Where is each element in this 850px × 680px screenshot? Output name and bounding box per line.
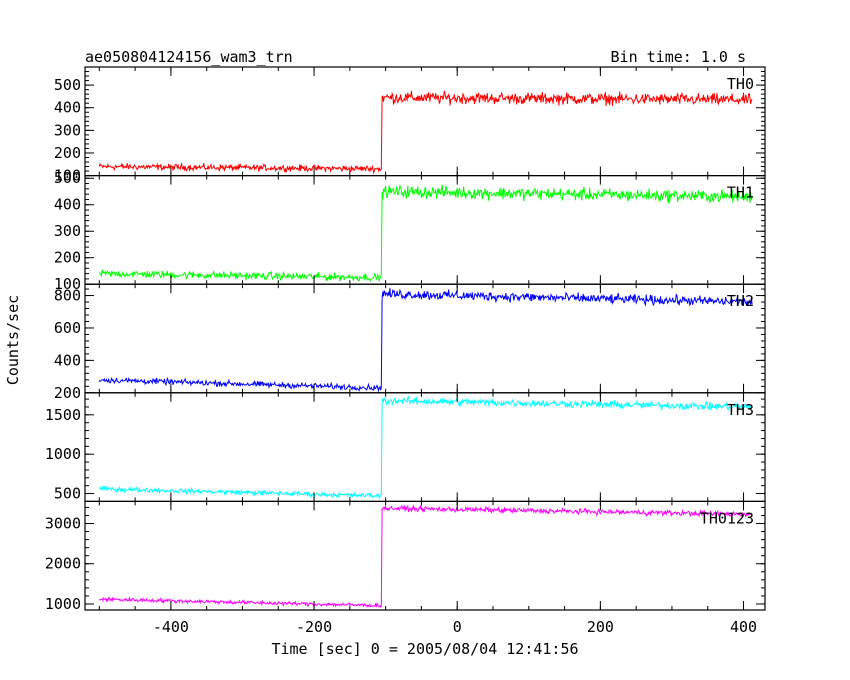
- panel-label-th0123: TH0123: [700, 509, 754, 527]
- y-axis-label: Counts/sec: [4, 295, 22, 385]
- panel-th0: 100 200 300 400 500 TH0: [54, 66, 766, 185]
- y-tick-label: 200: [54, 249, 81, 267]
- series-line-th1: [98, 184, 753, 282]
- panel-label-th2: TH2: [727, 292, 754, 310]
- x-tick-label: 200: [587, 618, 614, 636]
- chart-title: ae050804124156_wam3_trn: [85, 48, 293, 66]
- panel-frame: [84, 66, 766, 177]
- y-tick-label: 500: [54, 485, 81, 503]
- y-tick-label: 100: [54, 167, 81, 185]
- x-tick-label: -400: [153, 618, 189, 636]
- panel-label-th3: TH3: [727, 401, 754, 419]
- panel-label-th0: TH0: [727, 75, 754, 93]
- y-tick-label: 400: [54, 99, 81, 117]
- y-tick-label: 400: [54, 196, 81, 214]
- y-tick-label: 1000: [45, 595, 81, 613]
- series-line-th0: [98, 90, 753, 175]
- y-tick-label: 200: [54, 384, 81, 402]
- y-tick-label: 400: [54, 351, 81, 369]
- panel-th1: 100 200 300 400 500 TH1: [54, 169, 766, 293]
- x-tick-label: 400: [730, 618, 757, 636]
- x-axis-label: Time [sec] 0 = 2005/08/04 12:41:56: [271, 640, 578, 658]
- panel-th2: 200 400 600 800 TH2: [54, 283, 766, 402]
- y-tick-label: 800: [54, 287, 81, 305]
- x-tick-label: -200: [296, 618, 332, 636]
- panel-th0123: 1000 2000 3000 TH0123: [45, 500, 766, 613]
- y-tick-label: 500: [54, 76, 81, 94]
- y-tick-label: 600: [54, 319, 81, 337]
- x-tick-label: 0: [453, 618, 462, 636]
- y-tick-label: 300: [54, 121, 81, 139]
- panels-group: 100 200 300 400 500 TH0 100 200 300 400 500 TH1 200 4…: [45, 66, 766, 613]
- y-tick-label: 500: [54, 169, 81, 187]
- y-tick-label: 3000: [45, 515, 81, 533]
- panel-frame: [84, 500, 766, 611]
- panel-th3: 500 1000 1500 TH3: [45, 392, 766, 503]
- y-tick-label: 100: [54, 275, 81, 293]
- y-tick-label: 1000: [45, 445, 81, 463]
- y-tick-label: 200: [54, 144, 81, 162]
- y-tick-label: 300: [54, 222, 81, 240]
- panel-frame: [84, 392, 766, 502]
- y-tick-label: 2000: [45, 555, 81, 573]
- series-line-th2: [98, 288, 753, 393]
- y-tick-label: 1500: [45, 406, 81, 424]
- series-line-th3: [98, 395, 753, 500]
- panel-label-th1: TH1: [727, 184, 754, 202]
- series-line-th0123: [98, 504, 753, 609]
- x-axis: -400 -200 0 200 400: [153, 618, 757, 636]
- bin-time-label: Bin time: 1.0 s: [611, 48, 746, 66]
